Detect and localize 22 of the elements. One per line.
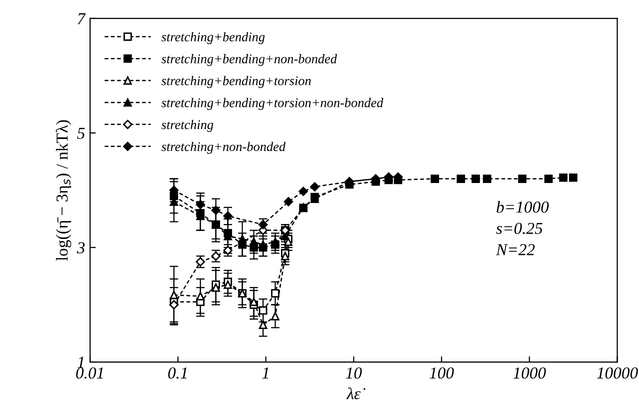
- x-tick-label: 10000: [597, 367, 638, 379]
- x-tick-label: 0.1: [168, 367, 187, 379]
- y-axis-title: log((η̄ − 3η$_{s}$) / nkTλ): [56, 120, 72, 261]
- legend-label: stretching+bending+torsion+non-bonded: [162, 98, 384, 110]
- x-tick-label: 10: [346, 367, 362, 379]
- annotation: b=1000: [496, 200, 549, 213]
- legend-label: stretching+non-bonded: [162, 142, 286, 154]
- x-tick-label: 1000: [513, 367, 546, 379]
- y-tick-label: 1: [78, 356, 84, 368]
- y-tick-label: 7: [78, 13, 86, 24]
- legend-label: stretching: [162, 120, 214, 132]
- x-axis-title: λε̇: [346, 387, 366, 400]
- legend-label: stretching+bending+non-bonded: [162, 54, 337, 66]
- x-tick-label: 1: [262, 367, 268, 378]
- annotation: s=0.25: [496, 222, 542, 234]
- legend-label: stretching+bending+torsion: [162, 76, 311, 88]
- y-tick-label: 5: [77, 128, 85, 139]
- legend-label: stretching+bending: [162, 32, 265, 44]
- y-tick-label: 3: [76, 242, 85, 254]
- x-tick-label: 100: [430, 367, 454, 379]
- annotation: N=22: [496, 244, 535, 256]
- x-tick-label: 0.01: [76, 367, 103, 379]
